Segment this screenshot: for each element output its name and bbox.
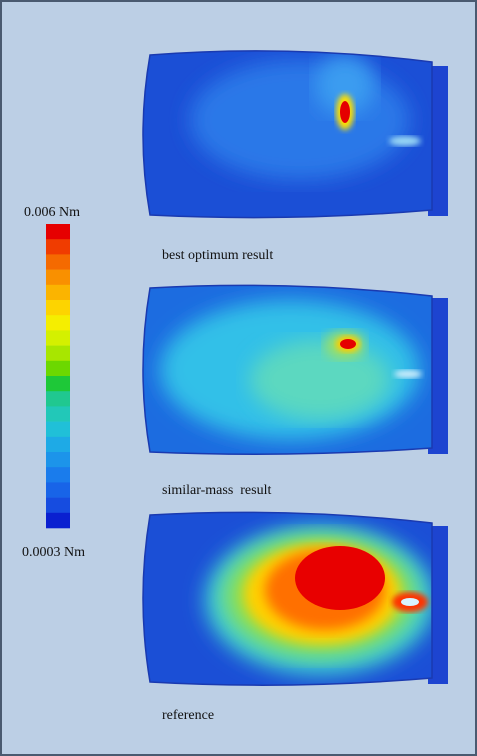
colorbar-max-label: 0.006 Nm xyxy=(24,205,80,220)
colorbar-band xyxy=(46,437,70,453)
caption: similar-mass result xyxy=(162,483,271,498)
caption: reference xyxy=(162,708,214,723)
colorbar-band xyxy=(46,422,70,438)
colorbar-band xyxy=(46,224,70,240)
caption: best optimum result xyxy=(162,248,273,263)
figure: 0.006 Nm 0.0003 Nm best optimum result s xyxy=(0,0,477,756)
colorbar-band xyxy=(46,391,70,407)
colorbar-band xyxy=(46,513,70,529)
plate-3 xyxy=(130,500,448,700)
colorbar-band xyxy=(46,346,70,362)
plate-1 xyxy=(130,40,448,230)
colorbar xyxy=(46,224,70,528)
colorbar-band xyxy=(46,285,70,301)
colorbar-band xyxy=(46,467,70,483)
colorbar-min-label: 0.0003 Nm xyxy=(22,545,85,560)
page: 0.006 Nm 0.0003 Nm best optimum result s xyxy=(0,0,477,756)
colorbar-band xyxy=(46,482,70,498)
plate-2 xyxy=(130,275,448,465)
colorbar-band xyxy=(46,498,70,513)
colorbar-band xyxy=(46,452,70,468)
colorbar-band xyxy=(46,270,70,286)
colorbar-band xyxy=(46,300,70,316)
colorbar-band xyxy=(46,330,70,346)
colorbar-band xyxy=(46,315,70,331)
colorbar-band xyxy=(46,239,70,255)
colorbar-band xyxy=(46,361,70,377)
colorbar-band xyxy=(46,406,70,422)
colorbar-band xyxy=(46,376,70,392)
colorbar-band xyxy=(46,254,70,270)
